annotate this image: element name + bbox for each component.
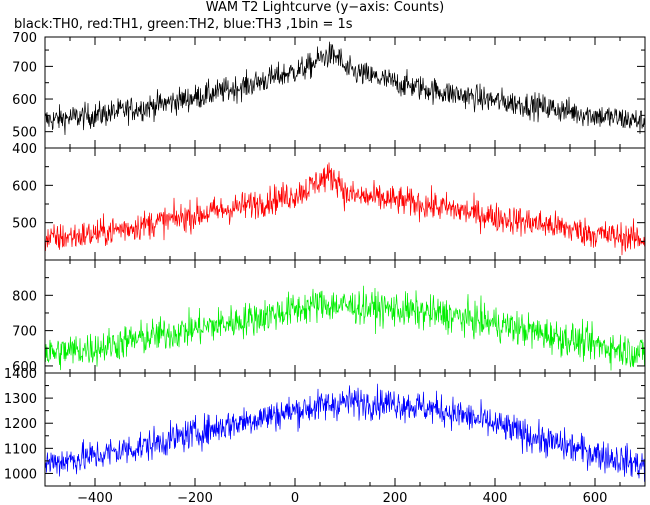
y-tick-label: 700 (12, 325, 37, 340)
panel-frame-3 (44, 259, 646, 374)
x-tick-label: 600 (583, 491, 608, 505)
chart-title: WAM T2 Lightcurve (y−axis: Counts) (205, 0, 445, 15)
chart-subtitle: black:TH0, red:TH1, green:TH2, blue:TH3 … (14, 17, 353, 32)
y-edge-label: 700 (12, 31, 37, 46)
panel-frame-2 (44, 147, 646, 261)
y-tick-label: 1100 (4, 442, 37, 457)
y-edge-label: 400 (12, 142, 37, 157)
y-tick-label: 1200 (4, 417, 37, 432)
series-th3 (45, 383, 645, 482)
panel-frame-1 (44, 36, 646, 149)
x-tick-label: −200 (177, 491, 213, 505)
x-tick-label: 200 (383, 491, 408, 505)
series-th2 (45, 285, 645, 371)
x-tick-label: 0 (291, 491, 299, 505)
y-tick-label: 700 (12, 60, 37, 75)
y-tick-label: 600 (12, 179, 37, 194)
y-edge-label: 1400 (4, 367, 37, 382)
panel-frame-4 (44, 372, 646, 487)
y-tick-label: 500 (12, 126, 37, 141)
x-tick-label: 400 (483, 491, 508, 505)
y-tick-label: 600 (12, 93, 37, 108)
series-th1 (45, 162, 645, 256)
y-tick-label: 1300 (4, 392, 37, 407)
y-tick-label: 600 (12, 360, 37, 375)
series-th0 (45, 41, 645, 136)
y-tick-label: 1000 (4, 467, 37, 482)
x-tick-label: −400 (77, 491, 113, 505)
y-tick-label: 500 (12, 217, 37, 232)
y-tick-label: 800 (12, 289, 37, 304)
